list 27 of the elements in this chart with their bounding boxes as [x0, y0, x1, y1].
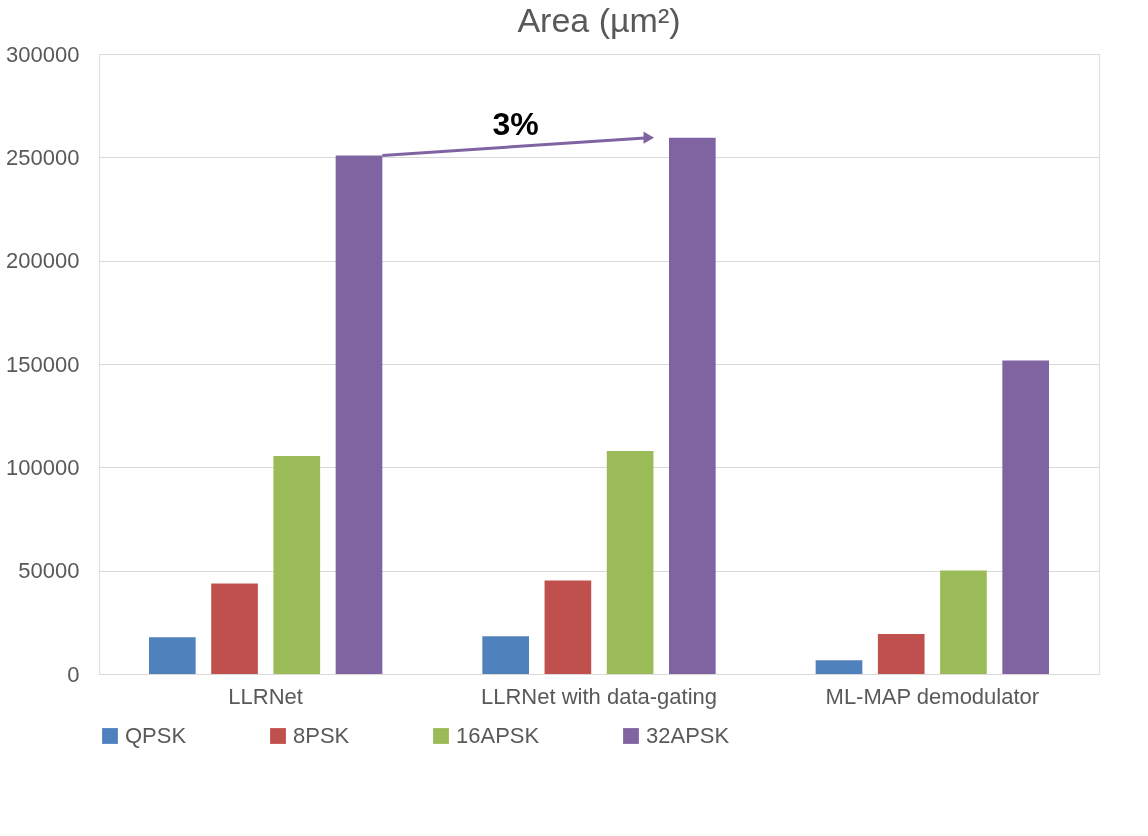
bar: [940, 570, 987, 674]
legend-label: QPSK: [125, 723, 187, 748]
bar: [273, 455, 321, 674]
bar: [606, 451, 654, 674]
y-tick-label: 300000: [6, 41, 80, 67]
x-tick-label: ML-MAP demodulator: [825, 683, 1040, 709]
chart-title: Area (µm²): [517, 1, 681, 39]
x-tick-label: LLRNet with data-gating: [480, 683, 718, 709]
bar: [815, 660, 863, 674]
y-tick-label: 250000: [6, 144, 80, 170]
legend-label: 16APSK: [456, 723, 540, 748]
y-tick-label: 100000: [6, 454, 80, 480]
annotation: 3%: [492, 105, 539, 142]
bar: [482, 636, 529, 674]
bar: [877, 634, 925, 674]
y-tick-label: 200000: [6, 248, 80, 274]
bar: [211, 583, 258, 674]
bar: [544, 580, 592, 674]
bar: [669, 137, 716, 674]
x-tick-label: LLRNet: [228, 683, 303, 709]
legend-label: 8PSK: [293, 723, 350, 748]
legend-label: 32APSK: [646, 723, 730, 748]
bar: [149, 637, 196, 674]
y-tick-label: 150000: [6, 351, 80, 377]
y-tick-label: 0: [67, 661, 80, 687]
y-tick-label: 50000: [18, 558, 80, 584]
bar: [1002, 360, 1049, 674]
